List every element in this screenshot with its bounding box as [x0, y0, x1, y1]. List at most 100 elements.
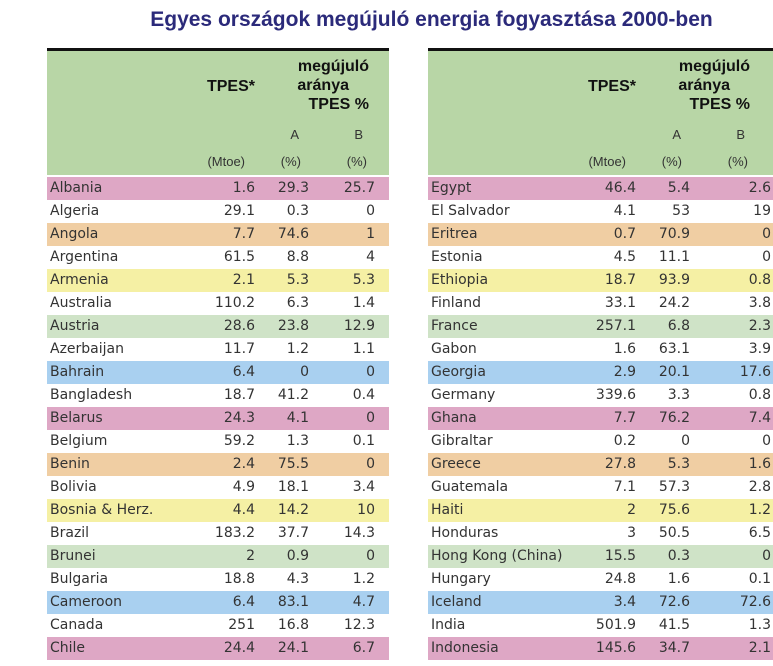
tpes-cell: 4.5 — [613, 249, 636, 265]
country-cell: Eritrea — [431, 226, 478, 242]
header-share-line1: megújuló — [297, 58, 369, 75]
share-a-cell: 70.9 — [658, 226, 690, 242]
country-cell: Gibraltar — [431, 433, 493, 449]
share-a-cell: 50.5 — [658, 525, 690, 541]
country-cell: Brunei — [50, 548, 96, 564]
tpes-cell: 11.7 — [223, 341, 255, 357]
share-b-cell: 0.4 — [352, 387, 375, 403]
share-b-cell: 0.1 — [748, 571, 771, 587]
tpes-cell: 6.4 — [232, 364, 255, 380]
table-row: Azerbaijan 11.7 1.2 1.1 — [47, 338, 389, 361]
energy-table-left: TPES* megújuló aránya TPES % A B (Mtoe) … — [47, 48, 389, 660]
header-tpes: TPES* — [206, 78, 255, 95]
share-a-cell: 16.8 — [277, 617, 309, 633]
table-row: Bangladesh 18.7 41.2 0.4 — [47, 384, 389, 407]
share-b-cell: 0 — [366, 410, 375, 426]
share-a-cell: 4.1 — [286, 410, 309, 426]
country-cell: Brazil — [50, 525, 90, 541]
table-row: El Salvador 4.1 53 19 — [428, 200, 773, 223]
tpes-cell: 0.2 — [613, 433, 636, 449]
share-a-cell: 11.1 — [658, 249, 690, 265]
share-b-cell: 1.2 — [352, 571, 375, 587]
country-cell: Angola — [50, 226, 99, 242]
country-cell: Australia — [50, 295, 112, 311]
country-cell: Chile — [50, 640, 86, 656]
country-cell: Iceland — [431, 594, 482, 610]
tpes-cell: 15.5 — [604, 548, 636, 564]
tpes-cell: 2.1 — [232, 272, 255, 288]
table-row: Estonia 4.5 11.1 0 — [428, 246, 773, 269]
share-a-cell: 75.6 — [658, 502, 690, 518]
share-a-cell: 5.3 — [667, 456, 690, 472]
share-b-cell: 0 — [366, 548, 375, 564]
country-cell: Bangladesh — [50, 387, 133, 403]
table-row: Indonesia 145.6 34.7 2.1 — [428, 637, 773, 660]
share-b-cell: 7.4 — [748, 410, 771, 426]
tpes-cell: 2 — [627, 502, 636, 518]
share-b-cell: 1.1 — [352, 341, 375, 357]
share-a-cell: 24.2 — [658, 295, 690, 311]
country-cell: Egypt — [431, 180, 472, 196]
table-row: Benin 2.4 75.5 0 — [47, 453, 389, 476]
tpes-cell: 24.4 — [223, 640, 255, 656]
country-cell: Bulgaria — [50, 571, 109, 587]
country-cell: Bahrain — [50, 364, 105, 380]
tpes-cell: 1.6 — [613, 341, 636, 357]
tpes-cell: 18.7 — [223, 387, 255, 403]
table-body: Albania 1.6 29.3 25.7 Algeria 29.1 0.3 0 Angola 7… — [47, 177, 389, 660]
table-row: Ghana 7.7 76.2 7.4 — [428, 407, 773, 430]
share-b-cell: 2.3 — [748, 318, 771, 334]
share-b-cell: 4.7 — [352, 594, 375, 610]
share-b-cell: 17.6 — [739, 364, 771, 380]
tpes-cell: 183.2 — [214, 525, 255, 541]
tpes-cell: 145.6 — [595, 640, 636, 656]
country-cell: El Salvador — [431, 203, 510, 219]
header-unit-a: (%) — [280, 154, 301, 169]
share-b-cell: 6.5 — [748, 525, 771, 541]
share-a-cell: 6.8 — [667, 318, 690, 334]
table-row: India 501.9 41.5 1.3 — [428, 614, 773, 637]
share-b-cell: 12.3 — [343, 617, 375, 633]
share-b-cell: 0 — [366, 203, 375, 219]
share-a-cell: 72.6 — [658, 594, 690, 610]
header-col-b: B — [736, 127, 745, 142]
share-a-cell: 5.4 — [667, 180, 690, 196]
country-cell: Albania — [50, 180, 103, 196]
country-cell: Bolivia — [50, 479, 97, 495]
share-b-cell: 25.7 — [343, 180, 375, 196]
tpes-cell: 61.5 — [223, 249, 255, 265]
page-title: Egyes országok megújuló energia fogyaszt… — [150, 8, 713, 31]
share-a-cell: 0.3 — [286, 203, 309, 219]
share-a-cell: 83.1 — [277, 594, 309, 610]
share-a-cell: 14.2 — [277, 502, 309, 518]
header-unit-tpes: (Mtoe) — [588, 154, 626, 169]
header-share-line2: aránya — [678, 77, 730, 94]
header-unit-b: (%) — [346, 154, 367, 169]
header-unit-a: (%) — [661, 154, 682, 169]
table-row: Bosnia & Herz. 4.4 14.2 10 — [47, 499, 389, 522]
header-col-a: A — [290, 127, 299, 142]
share-b-cell: 0.8 — [748, 272, 771, 288]
tpes-cell: 18.7 — [604, 272, 636, 288]
share-b-cell: 1 — [366, 226, 375, 242]
share-a-cell: 23.8 — [277, 318, 309, 334]
country-cell: Georgia — [431, 364, 486, 380]
table-header: TPES* megújuló aránya TPES % A B (Mtoe) … — [428, 51, 773, 177]
tpes-cell: 46.4 — [604, 180, 636, 196]
share-a-cell: 24.1 — [277, 640, 309, 656]
share-a-cell: 1.6 — [667, 571, 690, 587]
country-cell: Germany — [431, 387, 496, 403]
share-b-cell: 0 — [762, 548, 771, 564]
country-cell: Honduras — [431, 525, 499, 541]
tpes-cell: 1.6 — [232, 180, 255, 196]
country-cell: Austria — [50, 318, 100, 334]
table-row: Honduras 3 50.5 6.5 — [428, 522, 773, 545]
table-row: Guatemala 7.1 57.3 2.8 — [428, 476, 773, 499]
share-b-cell: 3.8 — [748, 295, 771, 311]
country-cell: France — [431, 318, 478, 334]
header-share-line2: aránya — [297, 77, 349, 94]
table-row: Gabon 1.6 63.1 3.9 — [428, 338, 773, 361]
tpes-cell: 110.2 — [214, 295, 255, 311]
table-row: Belgium 59.2 1.3 0.1 — [47, 430, 389, 453]
table-row: Iceland 3.4 72.6 72.6 — [428, 591, 773, 614]
